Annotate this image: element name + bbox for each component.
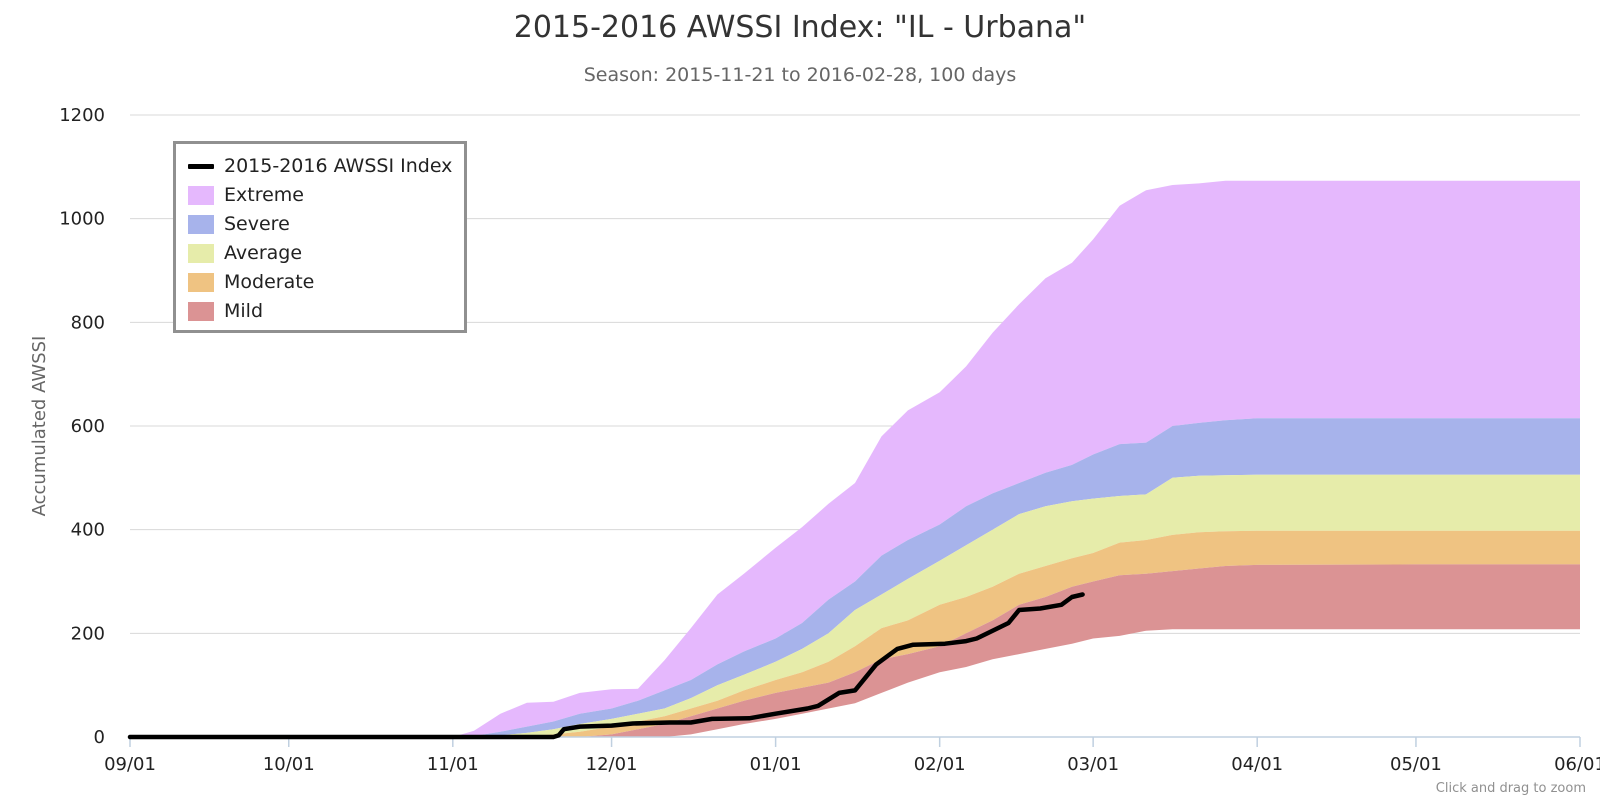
band-mild[interactable]: [130, 564, 1580, 737]
legend-swatch-icon: [188, 185, 214, 205]
legend-swatch-icon: [188, 301, 214, 321]
legend-line-icon: [188, 163, 214, 169]
legend-label: 2015-2016 AWSSI Index: [224, 155, 453, 177]
y-tick-label: 800: [71, 312, 105, 333]
legend-item-index[interactable]: 2015-2016 AWSSI Index: [188, 153, 452, 179]
x-tick-label: 02/01: [914, 754, 966, 775]
y-tick-label: 200: [71, 623, 105, 644]
legend-label: Mild: [224, 300, 264, 322]
band-moderate[interactable]: [130, 530, 1580, 737]
x-tick-label: 06/01: [1554, 754, 1600, 775]
band-extreme[interactable]: [130, 180, 1580, 738]
legend-swatch-icon: [188, 214, 214, 234]
y-tick-label: 1200: [59, 105, 105, 126]
legend: 2015-2016 AWSSI Index Extreme Severe Ave…: [173, 141, 467, 333]
legend-label: Severe: [224, 213, 290, 235]
x-tick-label: 01/01: [750, 754, 802, 775]
legend-item-average[interactable]: Average: [188, 240, 302, 266]
zoom-hint: Click and drag to zoom: [1435, 781, 1586, 796]
chart-title: 2015-2016 AWSSI Index: "IL - Urbana": [513, 10, 1087, 45]
x-tick-label: 10/01: [263, 754, 315, 775]
x-tick-label: 03/01: [1067, 754, 1119, 775]
band-average[interactable]: [130, 474, 1580, 737]
legend-label: Average: [224, 242, 303, 264]
legend-item-mild[interactable]: Mild: [188, 298, 263, 324]
x-tick-label: 09/01: [104, 754, 156, 775]
legend-swatch-icon: [188, 272, 214, 292]
x-tick-label: 11/01: [427, 754, 479, 775]
y-tick-label: 0: [94, 727, 105, 748]
chart-subtitle: Season: 2015-11-21 to 2016-02-28, 100 da…: [583, 64, 1017, 86]
band-severe[interactable]: [130, 418, 1580, 737]
y-tick-label: 600: [71, 416, 105, 437]
x-tick-label: 12/01: [586, 754, 638, 775]
y-tick-label: 1000: [59, 209, 105, 230]
legend-item-moderate[interactable]: Moderate: [188, 269, 314, 295]
y-tick-label: 400: [71, 520, 105, 541]
legend-item-extreme[interactable]: Extreme: [188, 182, 304, 208]
legend-label: Moderate: [224, 271, 315, 293]
legend-swatch-icon: [188, 243, 214, 263]
y-axis-title: Accumulated AWSSI: [29, 336, 50, 517]
x-tick-label: 04/01: [1231, 754, 1283, 775]
legend-label: Extreme: [224, 184, 304, 206]
x-tick-label: 05/01: [1390, 754, 1442, 775]
legend-item-severe[interactable]: Severe: [188, 211, 290, 237]
series-line-awssi-index[interactable]: [127, 592, 1085, 740]
